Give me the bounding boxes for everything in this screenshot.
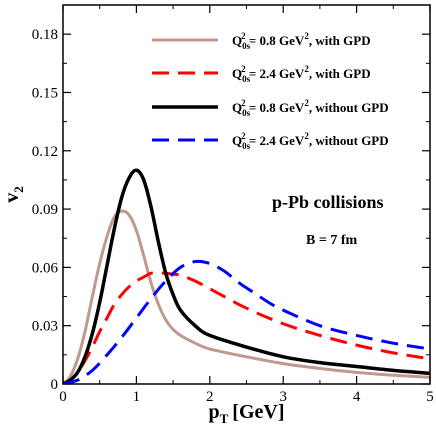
x-tick-label: 4 bbox=[353, 389, 361, 405]
y-tick-label: 0 bbox=[51, 377, 59, 393]
x-axis-label-subscript: T bbox=[220, 411, 229, 426]
x-tick-label: 5 bbox=[426, 389, 434, 405]
y-tick-label: 0.03 bbox=[32, 319, 58, 335]
y-tick-label: 0.15 bbox=[32, 85, 58, 101]
x-tick-label: 1 bbox=[133, 389, 141, 405]
series-line-4 bbox=[63, 259, 430, 384]
y-axis-label: v2 bbox=[1, 186, 26, 203]
series-line-3 bbox=[63, 168, 430, 384]
x-tick-label: 3 bbox=[279, 389, 287, 405]
legend: Q0s2 = 0.8 GeV2, with GPD Q0s2 = 2.4 GeV2… bbox=[152, 31, 389, 151]
y-tick-label: 0.18 bbox=[32, 27, 58, 43]
annotation-impact-parameter: B = 7 fm bbox=[306, 233, 357, 248]
y-tick-label: 0.06 bbox=[32, 260, 59, 276]
series-line-1 bbox=[63, 209, 430, 384]
legend-entry-4: Q0s2 = 2.4 GeV2, without GPD bbox=[232, 131, 389, 151]
series-layer bbox=[63, 168, 430, 384]
legend-entry-3: Q0s2 = 0.8 GeV2, without GPD bbox=[232, 98, 389, 118]
legend-entry-1: Q0s2 = 0.8 GeV2, with GPD bbox=[232, 31, 371, 51]
ticks-layer: 0 1 2 3 4 5 0 0.03 0.06 0.09 0.12 0.15 0.18 bbox=[32, 5, 434, 405]
legend-entry-2: Q0s2 = 2.4 GeV2, with GPD bbox=[232, 64, 371, 84]
x-tick-label: 0 bbox=[59, 389, 67, 405]
y-tick-label: 0.09 bbox=[32, 202, 58, 218]
x-axis-label-unit: [GeV] bbox=[232, 401, 284, 423]
series-line-2 bbox=[63, 271, 430, 384]
y-axis-label-subscript: 2 bbox=[11, 186, 26, 193]
x-axis-label: pT [GeV] bbox=[209, 401, 285, 426]
x-tick-label: 2 bbox=[206, 389, 214, 405]
y-tick-label: 0.12 bbox=[32, 144, 58, 160]
annotation-collision-system: p-Pb collisions bbox=[272, 192, 384, 212]
